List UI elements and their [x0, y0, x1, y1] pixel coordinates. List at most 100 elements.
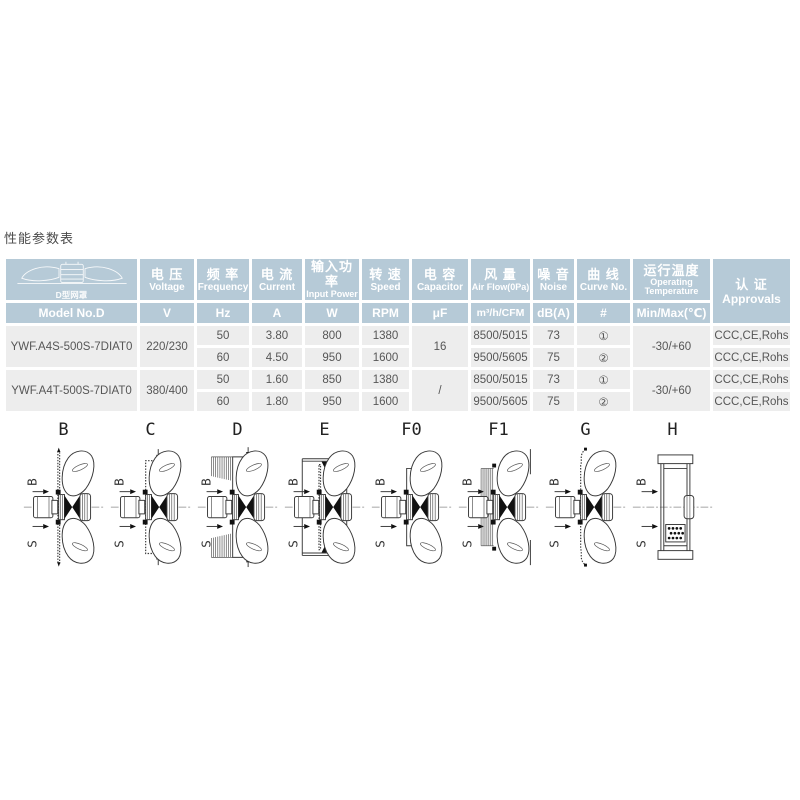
cell-current: 3.80 [252, 326, 302, 345]
col-header-current: 电 流 Current [252, 259, 302, 300]
col-label-zh: 噪 音 [537, 266, 570, 282]
cell-rpm: 1600 [362, 348, 409, 367]
fan-grille-icon [16, 261, 127, 284]
col-label-zh: 电 流 [260, 266, 294, 282]
cell-approvals: CCC,CE,Rohs [713, 370, 790, 389]
diagram-label: B [58, 420, 69, 440]
mounting-diagram-g: G [542, 420, 629, 576]
unit-power: W [305, 303, 359, 323]
diagram-label: E [319, 420, 330, 440]
cell-power: 950 [305, 348, 359, 367]
mounting-diagrams: B C D [20, 420, 716, 576]
diagram-label: D [232, 420, 243, 440]
fan-drawing-f0 [371, 445, 452, 576]
col-label-en: Frequency [197, 281, 249, 293]
col-header-frequency: 频 率 Frequency [197, 259, 249, 300]
cell-noise: 75 [533, 348, 574, 367]
cell-current: 4.50 [252, 348, 302, 367]
col-header-voltage: 电 压 Voltage [140, 259, 194, 300]
cell-model: YWF.A4T-500S-7DIAT0 [6, 370, 137, 411]
cell-model: YWF.A4S-500S-7DIAT0 [6, 326, 137, 367]
fan-drawing-b [23, 447, 104, 567]
cell-voltage: 380/400 [140, 370, 194, 411]
diagram-label: F0 [401, 420, 422, 440]
cell-airflow: 9500/5605 [471, 392, 530, 411]
cell-curve: ② [577, 348, 630, 367]
cell-power: 800 [305, 326, 359, 345]
col-header-operating-temperature: 运行温度 Operating Temperature [633, 259, 710, 300]
mounting-diagram-f1: F1 [455, 420, 542, 576]
diagram-label: G [580, 420, 591, 440]
cell-rpm: 1380 [362, 370, 409, 389]
col-label-en: Input Power [306, 289, 358, 299]
col-label-zh: 电 压 [150, 266, 184, 282]
unit-temperature: Min/Max(℃) [633, 303, 710, 323]
cell-noise: 73 [533, 370, 574, 389]
cell-curve: ② [577, 392, 630, 411]
col-header-speed: 转 速 Speed [362, 259, 409, 300]
cell-current: 1.80 [252, 392, 302, 411]
col-label-zh: 曲 线 [587, 266, 620, 282]
cell-curve: ① [577, 370, 630, 389]
table-row: YWF.A4T-500S-7DIAT0 380/400 50 1.60 850 … [6, 370, 790, 411]
col-header-capacitor: 电 容 Capacitor [412, 259, 468, 300]
unit-frequency: Hz [197, 303, 249, 323]
col-header-noise: 噪 音 Noise [533, 259, 574, 300]
cell-capacitor: / [412, 370, 468, 411]
fan-drawing-e [284, 445, 365, 576]
table-row: YWF.A4S-500S-7DIAT0 220/230 50 3.80 800 … [6, 326, 790, 367]
col-label-en: Operating Temperature [644, 276, 699, 296]
col-label-en: Speed [370, 281, 401, 293]
cell-rpm: 1600 [362, 392, 409, 411]
diagram-label: C [145, 420, 156, 440]
col-label-zh: 认 证 [735, 277, 768, 292]
model-no-header: Model No.D [6, 303, 137, 323]
col-label-en: Noise [539, 281, 568, 293]
cell-power: 950 [305, 392, 359, 411]
mounting-diagram-f0: F0 [368, 420, 455, 576]
fan-drawing-f1 [458, 449, 539, 566]
col-label-en: Voltage [149, 281, 185, 293]
col-label-en: Capacitor [416, 281, 464, 293]
cell-airflow: 8500/5015 [471, 370, 530, 389]
cell-frequency: 50 [197, 326, 249, 345]
col-label-en: Current [258, 281, 296, 293]
cell-noise: 75 [533, 392, 574, 411]
cell-current: 1.60 [252, 370, 302, 389]
cell-rpm: 1380 [362, 326, 409, 345]
cell-approvals: CCC,CE,Rohs [713, 348, 790, 367]
cell-power: 850 [305, 370, 359, 389]
fan-drawing-h [632, 454, 713, 560]
fan-drawing-c [110, 449, 191, 566]
mounting-diagram-h: H [629, 420, 716, 576]
cell-approvals: CCC,CE,Rohs [713, 326, 790, 345]
corner-fan-cell: D型网罩 [6, 259, 137, 300]
unit-speed: RPM [362, 303, 409, 323]
col-label-zh: 频 率 [206, 266, 240, 282]
cell-curve: ① [577, 326, 630, 345]
cell-airflow: 8500/5015 [471, 326, 530, 345]
table-row: 60 4.50 950 1600 9500/5605 75 ② CCC,CE,R… [6, 348, 790, 367]
cell-temp: -30/+60 [633, 370, 710, 411]
fan-drawing-d [197, 447, 278, 568]
col-label-en: Curve No. [579, 281, 628, 293]
unit-capacitor: μF [412, 303, 468, 323]
cell-airflow: 9500/5605 [471, 348, 530, 367]
cell-frequency: 60 [197, 392, 249, 411]
col-label-zh: 输入功率 [310, 259, 353, 289]
cell-temp: -30/+60 [633, 326, 710, 367]
fan-drawing-g [545, 447, 626, 567]
diagram-label: F1 [488, 420, 509, 440]
col-label-zh: 风 量 [484, 266, 517, 282]
col-header-input-power: 输入功率 Input Power [305, 259, 359, 300]
col-header-airflow: 风 量 Air Flow(0Pa) [471, 259, 530, 300]
unit-noise: dB(A) [533, 303, 574, 323]
diagram-label: H [667, 420, 678, 440]
mounting-diagram-e: E [281, 420, 368, 576]
cell-noise: 73 [533, 326, 574, 345]
col-label-zh: 电 容 [423, 266, 457, 282]
col-header-curve: 曲 线 Curve No. [577, 259, 630, 300]
cell-frequency: 60 [197, 348, 249, 367]
cell-approvals: CCC,CE,Rohs [713, 392, 790, 411]
